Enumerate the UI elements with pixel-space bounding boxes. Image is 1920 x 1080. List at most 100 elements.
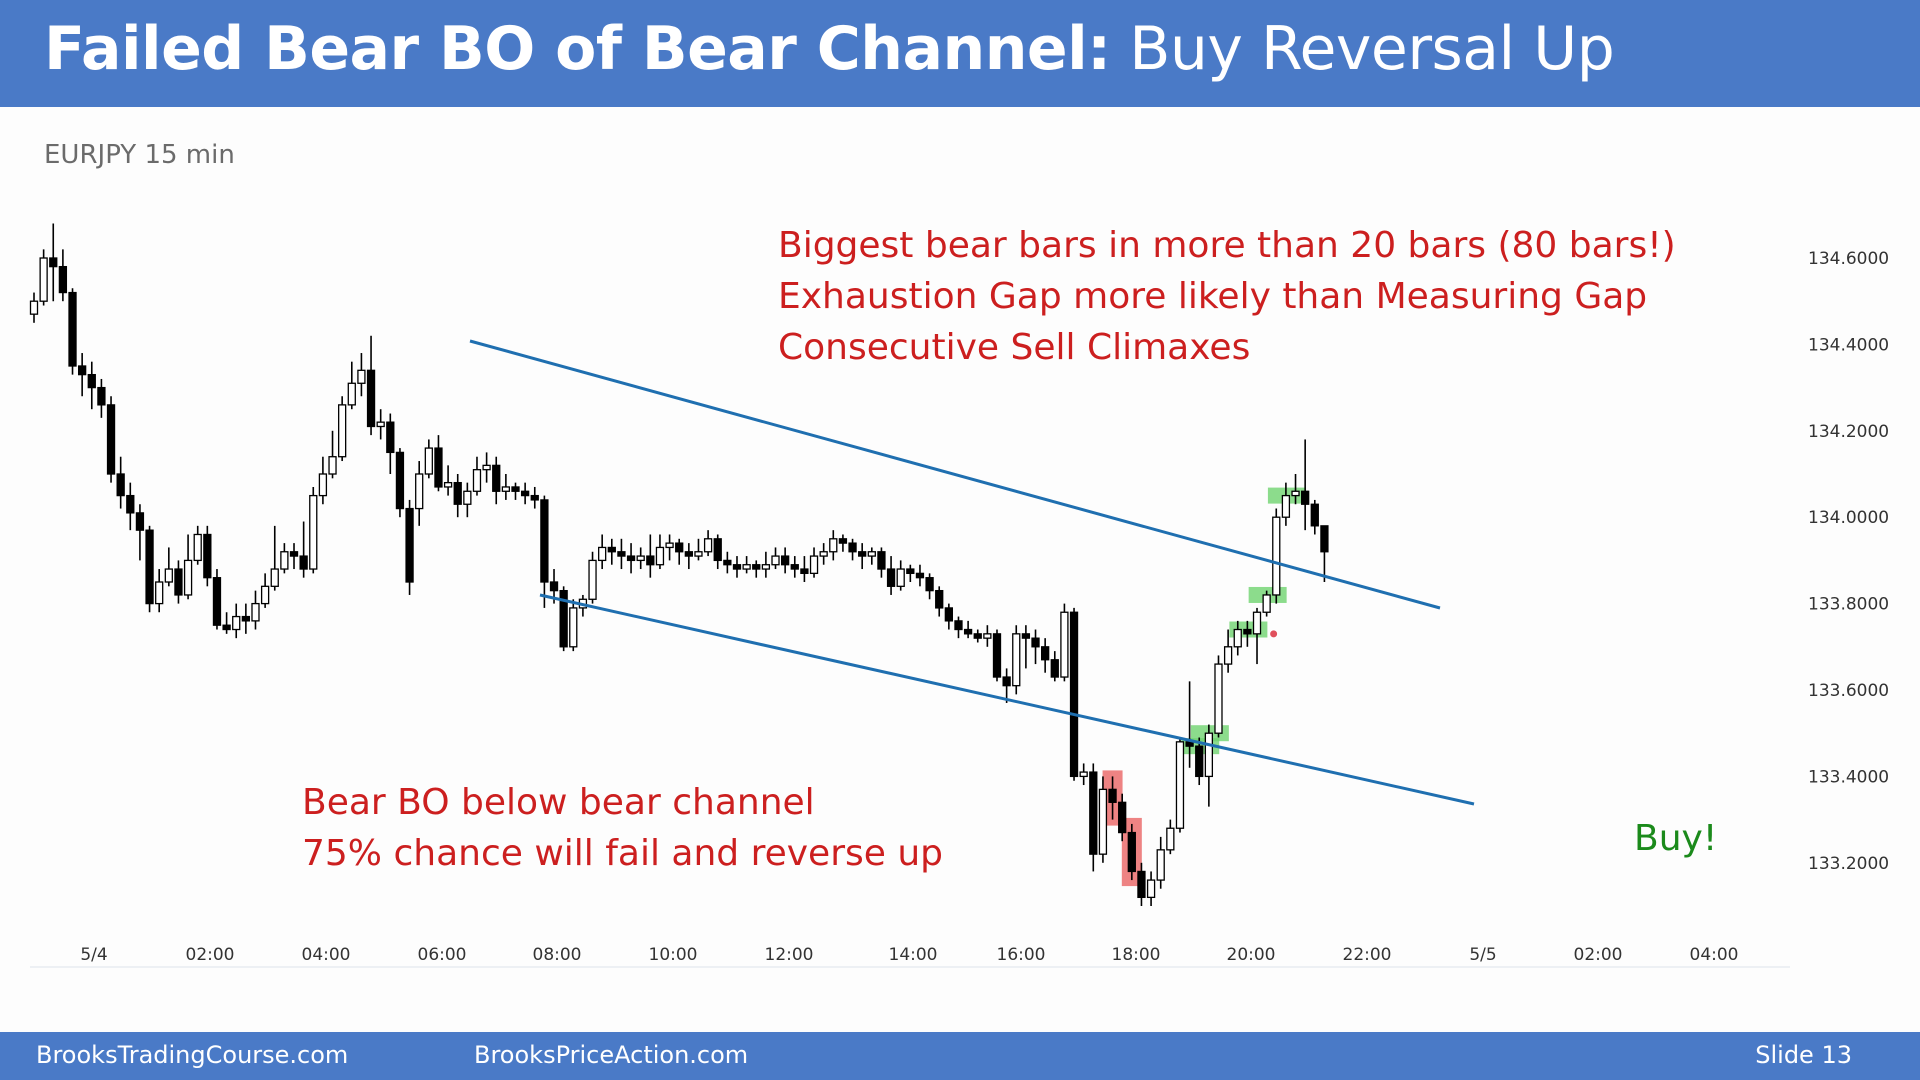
bear-candle — [1310, 503, 1319, 527]
bear-candle — [944, 607, 953, 622]
bear-candle — [87, 373, 96, 389]
x-tick-label: 08:00 — [533, 945, 582, 965]
bear-candle — [126, 494, 135, 514]
bear-candle — [135, 512, 145, 531]
bull-candle — [183, 559, 193, 596]
bear-candle — [1031, 637, 1040, 648]
bear-candle — [1195, 745, 1204, 778]
bear-candle — [1185, 741, 1194, 747]
bull-candle — [569, 607, 578, 648]
x-tick-label: 14:00 — [889, 945, 938, 965]
bull-candle — [164, 568, 173, 583]
bear-candle — [906, 568, 915, 575]
bear-candle — [723, 559, 732, 566]
bull-candle — [376, 421, 385, 428]
bull-candle — [598, 546, 607, 562]
bear-candle — [925, 577, 934, 592]
x-tick-label: 02:00 — [1574, 945, 1623, 965]
bear-candle — [915, 572, 925, 579]
slide-number: Slide 13 — [1755, 1041, 1852, 1069]
bull-candle — [761, 564, 771, 570]
bear-candle — [858, 551, 867, 557]
bull-candle — [867, 551, 876, 557]
y-tick-label: 134.2000 — [1808, 422, 1889, 442]
buy-label: Buy! — [1634, 818, 1718, 859]
bear-candle — [800, 568, 809, 575]
bear-candle — [886, 568, 896, 587]
bear-candle — [1089, 771, 1098, 855]
bear-candle — [386, 421, 395, 454]
bull-candle — [472, 469, 482, 492]
annotation-top: Biggest bear bars in more than 20 bars (… — [778, 220, 1676, 373]
bear-candle — [49, 257, 58, 268]
bull-candle — [1291, 490, 1300, 497]
y-tick-label: 133.8000 — [1808, 595, 1889, 615]
annotation-top-line-1: Biggest bear bars in more than 20 bars (… — [778, 225, 1676, 266]
annotation-top-line-2: Exhaustion Gap more likely than Measurin… — [778, 276, 1648, 317]
bull-candle — [280, 551, 289, 570]
annotation-top-line-3: Consecutive Sell Climaxes — [778, 327, 1251, 368]
bull-candle — [983, 633, 992, 639]
entry-marker — [1269, 629, 1279, 639]
x-tick-label: 04:00 — [302, 945, 351, 965]
y-tick-label: 133.6000 — [1808, 681, 1889, 701]
bear-candle — [790, 564, 799, 570]
bear-candle — [540, 499, 549, 583]
bear-candle — [97, 386, 106, 406]
bull-candle — [463, 490, 472, 505]
y-tick-label: 134.6000 — [1808, 249, 1889, 269]
bear-candle — [1118, 801, 1127, 834]
bear-candle — [549, 581, 559, 592]
bear-candle — [289, 551, 299, 557]
bull-candle — [1223, 646, 1233, 665]
bear-candle — [1243, 628, 1252, 635]
bull-candle — [655, 546, 665, 566]
bear-candle — [1002, 676, 1011, 687]
bull-candle — [1281, 494, 1291, 518]
bull-candle — [482, 464, 491, 471]
bull-candle — [1175, 741, 1185, 829]
bull-candle — [1252, 611, 1262, 635]
y-tick-label: 134.4000 — [1808, 335, 1889, 355]
footer-link-price-action[interactable]: BrooksPriceAction.com — [474, 1041, 749, 1069]
bear-candle — [626, 555, 636, 562]
x-tick-label: 18:00 — [1112, 945, 1161, 965]
bull-candle — [443, 481, 453, 488]
bear-candle — [434, 447, 443, 488]
bull-candle — [39, 257, 48, 302]
bear-candle — [877, 551, 886, 570]
bear-candle — [963, 628, 973, 635]
bear-candle — [1108, 788, 1117, 803]
bull-candle — [1156, 849, 1165, 881]
x-tick-label: 12:00 — [765, 945, 814, 965]
bull-candle — [347, 382, 356, 406]
y-tick-label: 133.2000 — [1808, 854, 1889, 874]
bear-candle — [492, 464, 501, 492]
slide-title: Failed Bear BO of Bear Channel: Buy Reve… — [44, 14, 1615, 84]
bull-candle — [251, 602, 260, 622]
x-tick-label: 5/5 — [1469, 945, 1496, 965]
bear-candle — [405, 507, 414, 583]
bull-candle — [1262, 594, 1271, 613]
bear-candle — [1021, 633, 1031, 639]
bull-candle — [809, 555, 819, 575]
bull-candle — [1146, 879, 1156, 899]
bear-candle — [646, 555, 655, 566]
bull-candle — [424, 447, 433, 475]
chart-symbol-label: EURJPY 15 min — [44, 140, 235, 170]
bear-candle — [58, 265, 68, 294]
bull-candle — [1233, 628, 1242, 648]
bull-candle — [309, 494, 318, 570]
footer-link-trading-course[interactable]: BrooksTradingCourse.com — [36, 1041, 349, 1069]
bear-candle — [675, 542, 684, 553]
title-bar: Failed Bear BO of Bear Channel: Buy Reve… — [0, 0, 1920, 107]
bear-candle — [713, 538, 722, 562]
bull-candle — [1166, 827, 1175, 851]
bear-candle — [559, 589, 568, 648]
x-tick-label: 10:00 — [649, 945, 698, 965]
bear-channel-upper-line — [469, 339, 1441, 610]
bull-candle — [328, 456, 337, 475]
bear-candle — [106, 404, 116, 475]
bull-candle — [1204, 732, 1214, 778]
bear-candle — [116, 473, 125, 497]
